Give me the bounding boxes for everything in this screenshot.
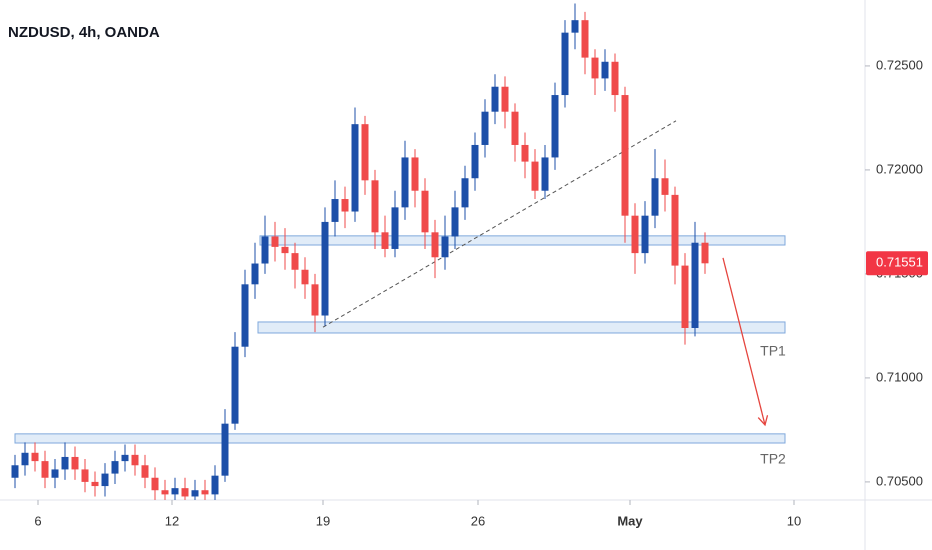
candle-body	[511, 111, 519, 145]
candle-body	[111, 461, 119, 474]
zone	[259, 235, 786, 246]
candle-body	[531, 161, 539, 191]
candle-body	[641, 215, 649, 254]
candle-body	[51, 469, 59, 478]
candle-body	[141, 465, 149, 478]
candle-body	[581, 20, 589, 58]
candle-body	[91, 481, 99, 487]
x-tick-label: 26	[471, 513, 485, 528]
candle-body	[501, 86, 509, 112]
candle-body	[401, 157, 409, 208]
candle-body	[411, 157, 419, 191]
arrow-line	[722, 257, 766, 426]
candle-body	[541, 157, 549, 191]
chart-title: NZDUSD, 4h, OANDA	[8, 24, 160, 41]
candle-body	[491, 86, 499, 112]
last-price-box	[866, 251, 928, 276]
candle-body	[71, 456, 79, 470]
x-tick-label: May	[617, 513, 643, 528]
candle-body	[631, 215, 639, 254]
candle-body	[611, 61, 619, 96]
candle-body	[651, 178, 659, 216]
candle-body	[671, 194, 679, 266]
candle-body	[461, 178, 469, 208]
x-tick-label: 12	[165, 513, 179, 528]
candle-body	[261, 236, 269, 264]
x-tick-label: 10	[787, 513, 801, 528]
x-tick-label: 6	[34, 513, 41, 528]
candle-body	[341, 199, 349, 212]
candle-body	[301, 269, 309, 285]
x-tick-label: 19	[316, 513, 330, 528]
candle-body	[321, 221, 329, 316]
candle-body	[691, 242, 699, 328]
zone	[14, 433, 786, 444]
candle-body	[661, 178, 669, 195]
candle-body	[471, 144, 479, 179]
candle-body	[151, 477, 159, 491]
candle-body	[371, 180, 379, 233]
candle-body	[211, 475, 219, 495]
candle-body	[561, 32, 569, 96]
y-tick-label: 0.72500	[876, 57, 923, 72]
candle-body	[131, 454, 139, 466]
y-tick-label: 0.72000	[876, 161, 923, 176]
arrow-head	[757, 415, 769, 427]
candle-body	[81, 469, 89, 482]
candle-body	[421, 190, 429, 233]
candle-body	[551, 95, 559, 158]
annotation-label: TP2	[760, 451, 786, 467]
candle-body	[221, 423, 229, 476]
candle-body	[311, 284, 319, 316]
candle-body	[61, 456, 69, 470]
candle-body	[181, 488, 189, 497]
axes: 0.705000.710000.715000.720000.7250061219…	[34, 57, 928, 528]
candle-body	[281, 246, 289, 254]
candle-body	[191, 490, 199, 497]
candle-body	[621, 95, 629, 216]
candle-body	[171, 488, 179, 495]
candle-body	[481, 111, 489, 145]
candle-body	[241, 284, 249, 347]
candle-body	[571, 20, 579, 33]
annotation-label: TP1	[760, 343, 786, 359]
y-tick-label: 0.70500	[876, 473, 923, 488]
candle-body	[201, 490, 209, 495]
candle-body	[391, 207, 399, 249]
candle-body	[521, 144, 529, 162]
trendline	[322, 120, 677, 328]
candle-body	[11, 465, 19, 478]
candle-body	[351, 124, 359, 212]
y-tick-label: 0.71000	[876, 369, 923, 384]
candle-body	[381, 232, 389, 249]
zone	[257, 321, 786, 334]
candle-body	[681, 265, 689, 328]
candle-body	[161, 490, 169, 495]
candle-body	[31, 452, 39, 462]
candle-body	[361, 124, 369, 181]
candle-body	[591, 57, 599, 79]
plot-area: TP1 TP2	[11, 3, 786, 500]
candle-body	[231, 346, 239, 424]
candle-body	[121, 454, 129, 462]
candle-body	[601, 61, 609, 79]
candle-body	[41, 461, 49, 478]
candle-body	[441, 236, 449, 258]
candle-body	[251, 263, 259, 285]
last-price-label: 0.71551	[876, 255, 923, 270]
candle-body	[701, 242, 709, 264]
candle-body	[271, 236, 279, 247]
candle-body	[101, 473, 109, 487]
candle-body	[291, 253, 299, 270]
candle-body	[431, 232, 439, 258]
candle-body	[21, 452, 29, 466]
candle-body	[451, 207, 459, 237]
candle-body	[331, 199, 339, 222]
